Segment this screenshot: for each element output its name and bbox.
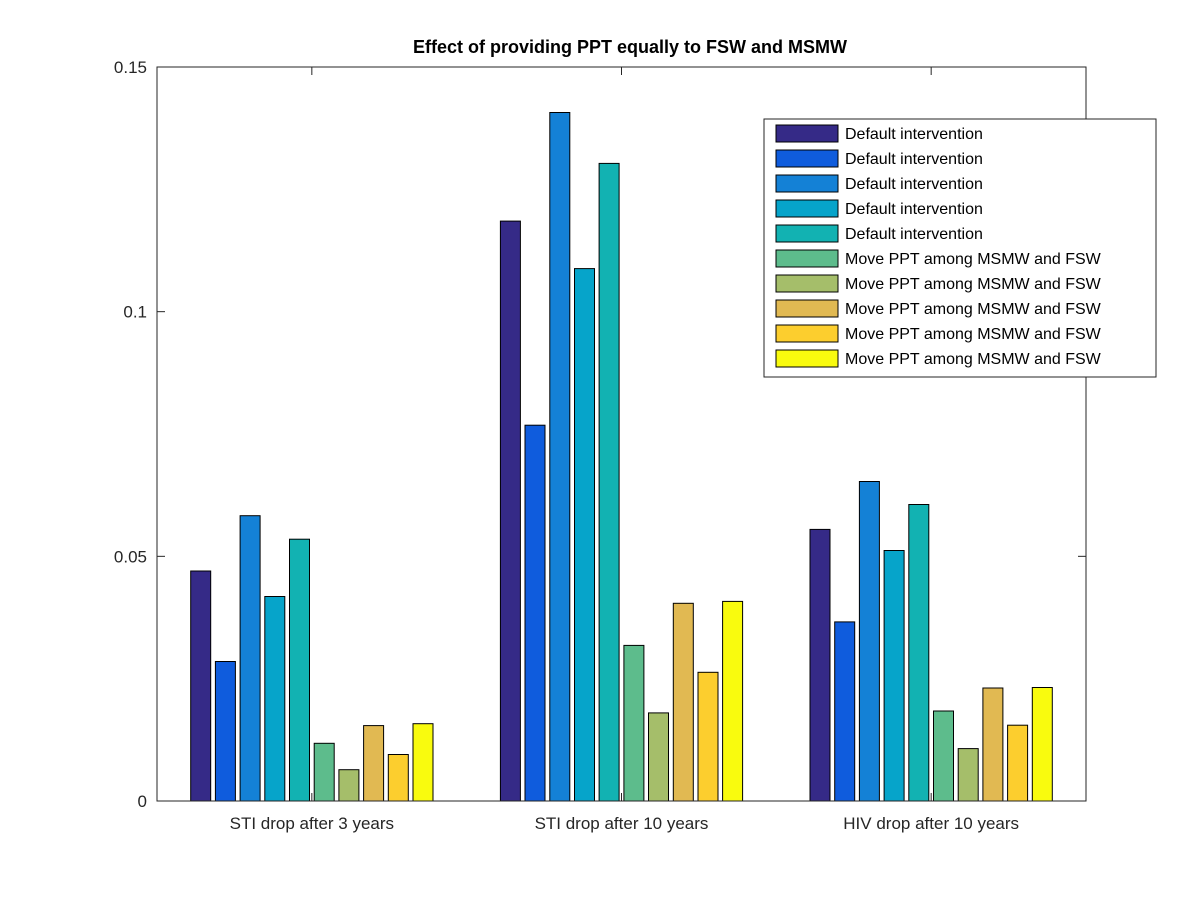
legend-entry-label: Default intervention — [845, 151, 983, 168]
y-tick-label: 0.15 — [114, 58, 147, 77]
bar-3-series-2 — [834, 621, 856, 802]
bar-1-series-10 — [412, 723, 434, 802]
legend-entry-label: Move PPT among MSMW and FSW — [845, 301, 1102, 318]
legend-swatch — [775, 224, 839, 243]
bar-2-series-2 — [524, 424, 546, 802]
legend-swatch — [775, 299, 839, 318]
legend-entry-label: Default intervention — [845, 176, 983, 193]
bar-2-series-1 — [499, 220, 521, 802]
x-tick-label: HIV drop after 10 years — [843, 814, 1019, 833]
bar-1-series-9 — [387, 754, 409, 802]
legend-entry-label: Move PPT among MSMW and FSW — [845, 326, 1102, 343]
bar-2-series-9 — [697, 671, 719, 802]
bar-1-series-8 — [363, 725, 385, 802]
bar-3-series-8 — [982, 687, 1004, 802]
legend-entry-label: Default intervention — [845, 201, 983, 218]
bar-2-series-6 — [623, 644, 645, 802]
bar-2-series-5 — [598, 162, 620, 802]
axes-group: 0 0.05 0.1 0.15 STI drop after 3 years STI dr… — [114, 58, 1087, 833]
legend-swatch — [775, 199, 839, 218]
bar-2-series-4 — [574, 268, 595, 802]
legend-swatch — [775, 349, 839, 368]
bar-3-series-6 — [933, 710, 954, 802]
legend: Default intervention Default intervention… — [763, 118, 1157, 378]
legend-swatch — [775, 249, 839, 268]
legend-swatch — [775, 174, 839, 193]
bar-2-series-8 — [672, 602, 694, 802]
legend-entry-label: Default intervention — [845, 126, 983, 143]
bar-3-series-5 — [908, 504, 930, 802]
bar-1-series-7 — [338, 769, 360, 802]
bar-2-series-10 — [722, 600, 744, 802]
legend-swatch — [775, 124, 839, 143]
legend-entry-label: Default intervention — [845, 226, 983, 243]
bar-3-series-4 — [883, 550, 905, 802]
x-tick-label: STI drop after 10 years — [535, 814, 709, 833]
legend-entry-label: Move PPT among MSMW and FSW — [845, 251, 1102, 268]
y-tick-label: 0 — [138, 792, 147, 811]
bar-3-series-1 — [809, 528, 831, 802]
bar-3-series-9 — [1007, 724, 1029, 802]
y-tick-label: 0.1 — [123, 303, 147, 322]
bar-2-series-3 — [549, 112, 571, 802]
y-tick-label: 0.05 — [114, 547, 147, 566]
legend-entry-label: Move PPT among MSMW and FSW — [845, 276, 1102, 293]
chart-title: Effect of providing PPT equally to FSW a… — [413, 37, 847, 57]
legend-swatch — [775, 149, 839, 168]
x-tick-label: STI drop after 3 years — [230, 814, 394, 833]
bar-1-series-5 — [289, 538, 310, 802]
bar-1-series-3 — [239, 515, 261, 802]
bar-1-series-4 — [264, 596, 286, 802]
bar-3-series-7 — [957, 748, 979, 802]
legend-entry-label: Move PPT among MSMW and FSW — [845, 351, 1102, 368]
bar-2-series-7 — [648, 712, 669, 802]
bar-1-series-6 — [313, 742, 335, 802]
bar-1-series-2 — [214, 661, 236, 802]
bar-3-series-3 — [858, 481, 880, 802]
bar-3-series-10 — [1031, 687, 1053, 802]
bar-1-series-1 — [190, 570, 212, 802]
legend-swatch — [775, 274, 839, 293]
legend-swatch — [775, 324, 839, 343]
